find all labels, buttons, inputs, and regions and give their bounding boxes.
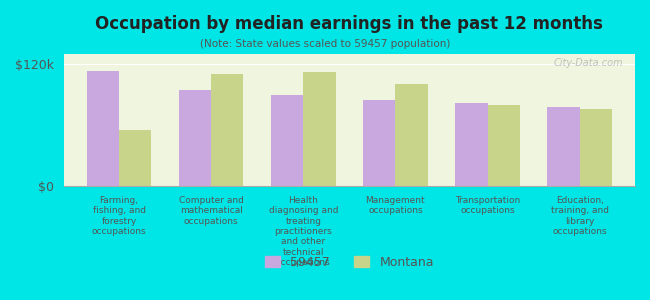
Bar xyxy=(271,94,304,186)
Title: Occupation by median earnings in the past 12 months: Occupation by median earnings in the pas… xyxy=(96,15,603,33)
Text: (Note: State values scaled to 59457 population): (Note: State values scaled to 59457 popu… xyxy=(200,39,450,49)
Bar xyxy=(455,103,488,186)
Bar xyxy=(580,109,612,186)
Bar xyxy=(395,85,428,186)
Bar xyxy=(119,130,151,186)
Bar xyxy=(86,71,119,186)
Bar xyxy=(363,100,395,186)
Bar xyxy=(547,107,580,186)
Bar xyxy=(304,72,335,186)
Bar xyxy=(211,74,243,186)
Legend: 59457, Montana: 59457, Montana xyxy=(259,249,440,275)
Bar xyxy=(488,105,520,186)
Text: City-Data.com: City-Data.com xyxy=(554,58,623,68)
Bar xyxy=(179,89,211,186)
